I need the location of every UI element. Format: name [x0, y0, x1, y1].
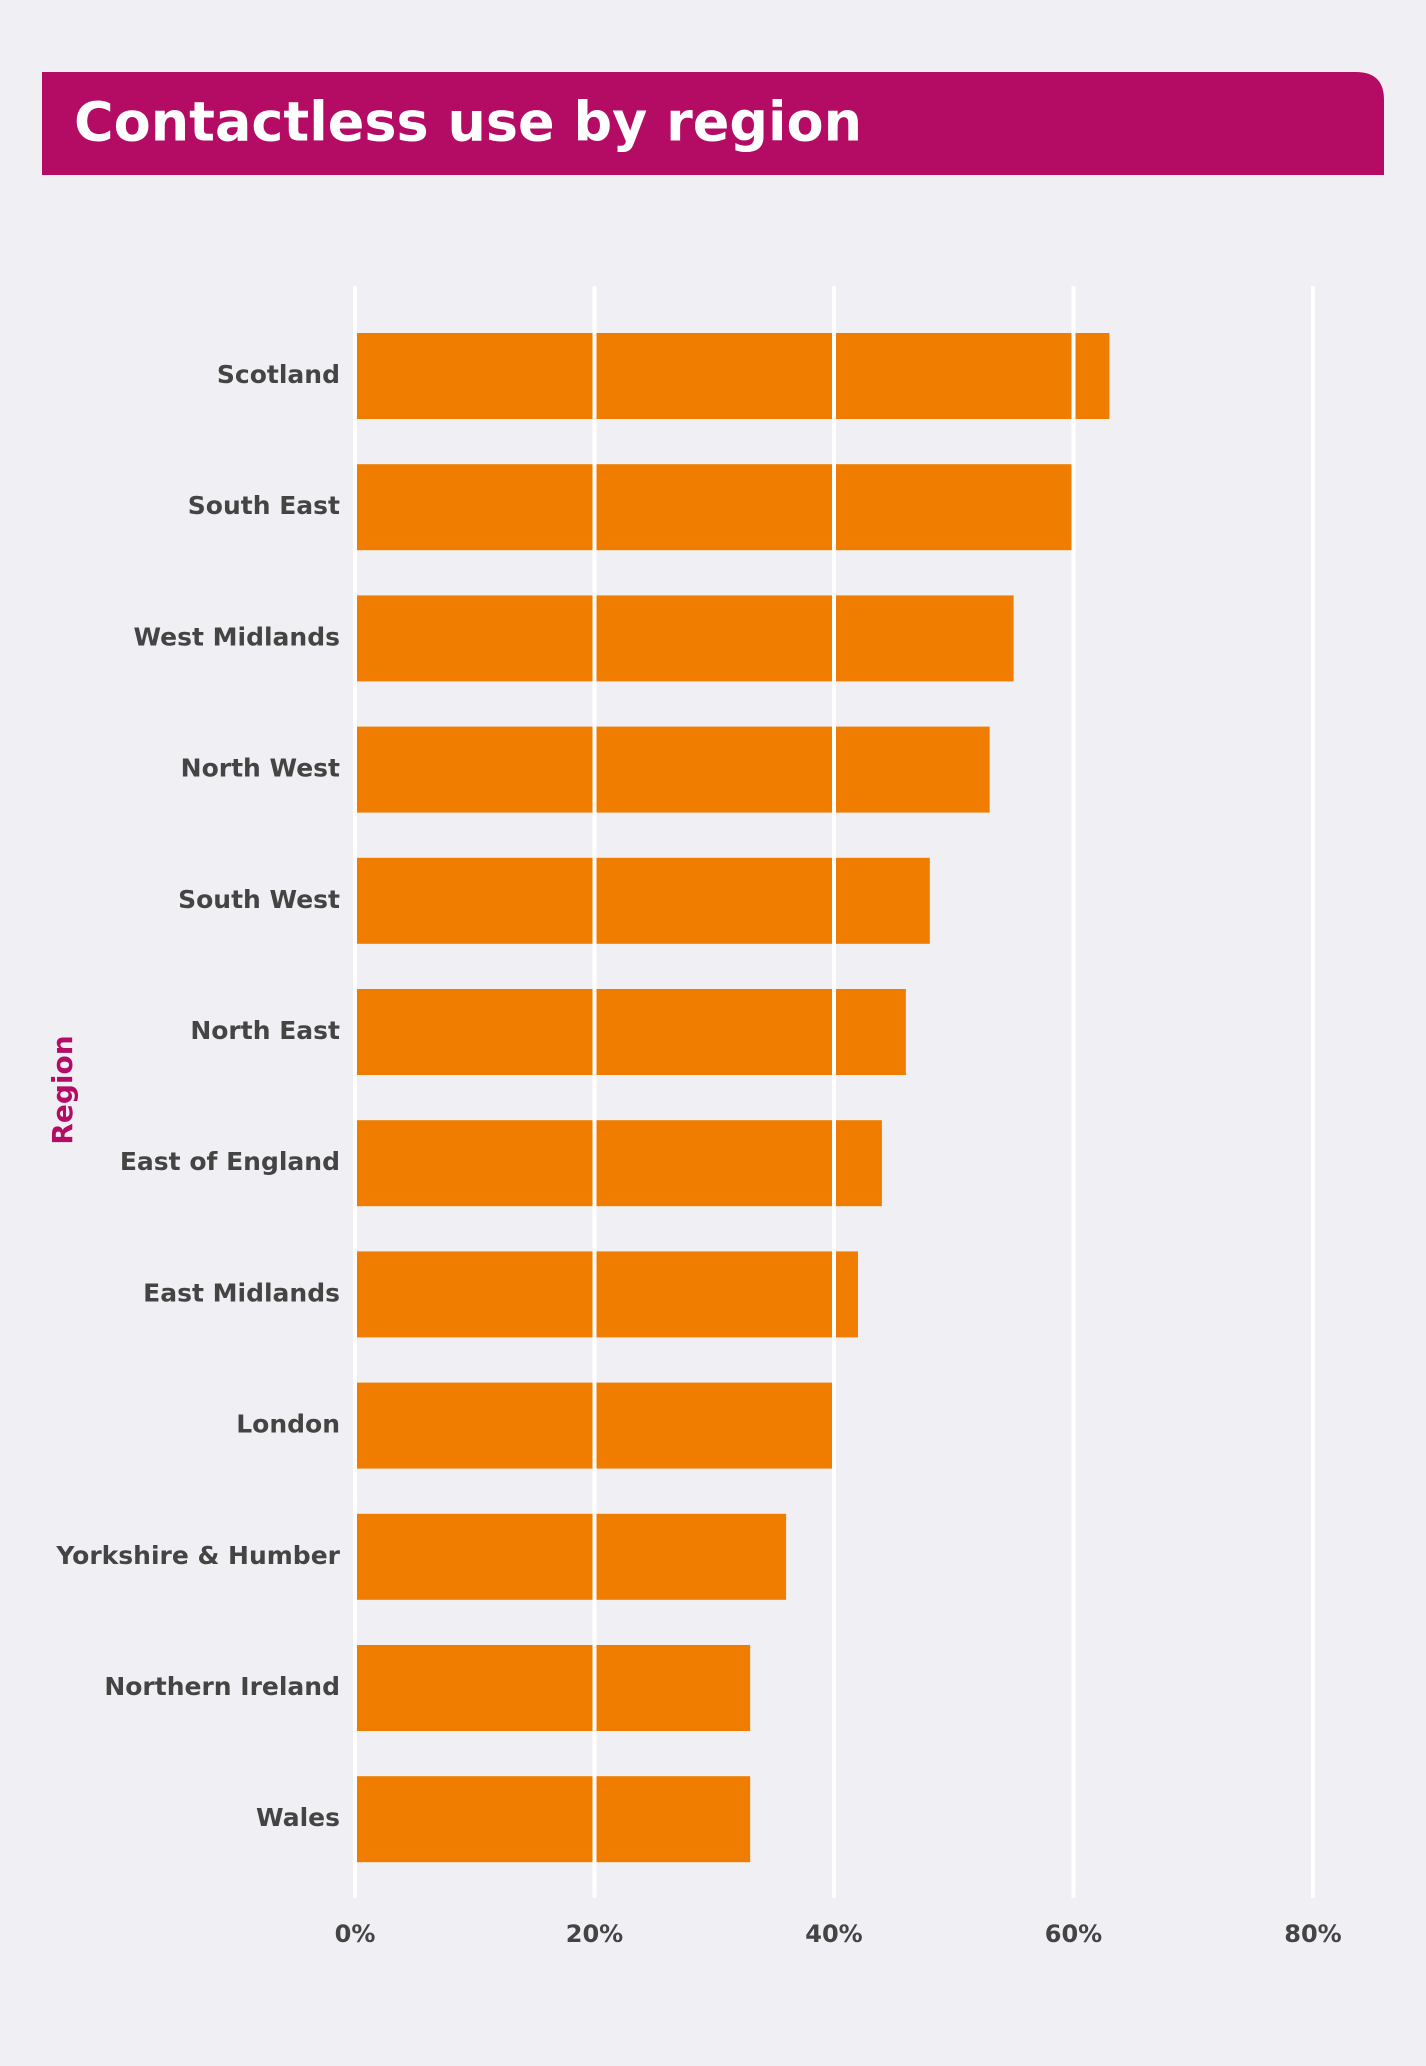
- chart-title: Contactless use by region: [74, 91, 862, 154]
- x-tick-label: 0%: [335, 1920, 376, 1948]
- y-tick-label: South East: [188, 491, 340, 520]
- y-tick-label: East Midlands: [143, 1278, 340, 1307]
- y-tick-label: East of England: [120, 1147, 340, 1176]
- title-banner: [42, 72, 1384, 175]
- bar: [355, 1645, 751, 1731]
- y-tick-label: Scotland: [217, 360, 340, 389]
- bar: [355, 989, 906, 1075]
- bar: [355, 857, 930, 944]
- bar: [355, 464, 1074, 551]
- x-tick-label: 40%: [805, 1920, 862, 1948]
- y-tick-label: Northern Ireland: [104, 1672, 340, 1701]
- x-tick-label: 20%: [566, 1920, 623, 1948]
- bar: [355, 1776, 751, 1863]
- bar: [355, 1513, 787, 1600]
- x-tick-label: 80%: [1284, 1920, 1341, 1948]
- bar: [355, 333, 1110, 419]
- bar: [355, 1251, 858, 1338]
- y-tick-label: North West: [181, 754, 340, 783]
- y-tick-label: North East: [190, 1016, 340, 1045]
- y-tick-label: Wales: [256, 1803, 340, 1832]
- y-tick-label: West Midlands: [133, 622, 340, 651]
- y-tick-label: Yorkshire & Humber: [55, 1541, 340, 1570]
- y-tick-label: South West: [178, 885, 340, 914]
- bar: [355, 726, 990, 813]
- bar: [355, 595, 1014, 682]
- y-axis-label: Region: [46, 1035, 79, 1144]
- x-tick-label: 60%: [1045, 1920, 1102, 1948]
- bar: [355, 1120, 882, 1207]
- y-tick-label: London: [236, 1410, 340, 1439]
